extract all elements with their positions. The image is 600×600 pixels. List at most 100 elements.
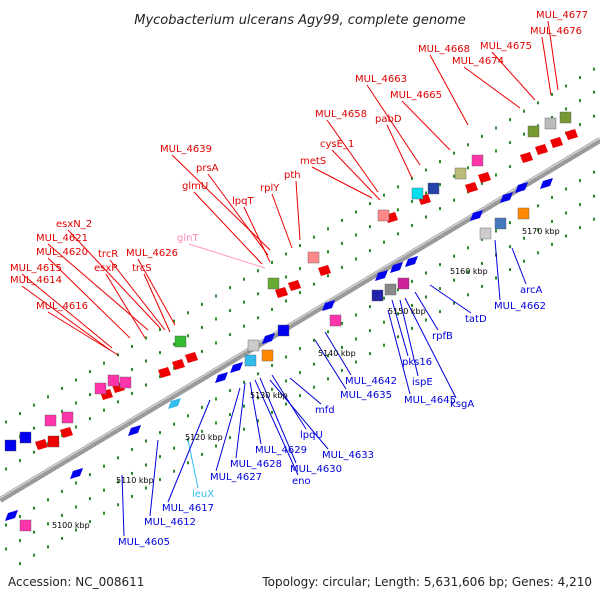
feature-arrow-reverse[interactable] bbox=[500, 192, 513, 203]
gene-label[interactable]: tatD bbox=[465, 314, 487, 325]
feature-box[interactable] bbox=[277, 324, 290, 337]
feature-arrow-reverse[interactable] bbox=[5, 510, 18, 521]
feature-arrow-forward[interactable] bbox=[35, 439, 48, 450]
feature-arrow-forward[interactable] bbox=[288, 280, 301, 291]
feature-arrow-forward[interactable] bbox=[465, 182, 478, 193]
feature-box[interactable] bbox=[377, 209, 390, 222]
feature-arrow-forward[interactable] bbox=[318, 265, 331, 276]
feature-box[interactable] bbox=[307, 251, 320, 264]
feature-box[interactable] bbox=[397, 277, 410, 290]
feature-box[interactable] bbox=[107, 374, 120, 387]
gene-label[interactable]: MUL_4635 bbox=[340, 390, 392, 401]
feature-box[interactable] bbox=[261, 349, 274, 362]
gene-label[interactable]: rplY bbox=[260, 183, 280, 194]
feature-box[interactable] bbox=[494, 217, 507, 230]
feature-box[interactable] bbox=[174, 335, 187, 348]
gene-label[interactable]: MUL_4620 bbox=[36, 247, 88, 258]
gene-label[interactable]: MUL_4630 bbox=[290, 464, 342, 475]
feature-box[interactable] bbox=[527, 125, 540, 138]
feature-box[interactable] bbox=[371, 289, 384, 302]
feature-arrow-forward[interactable] bbox=[275, 287, 288, 298]
gene-label[interactable]: MUL_4662 bbox=[494, 301, 546, 312]
gene-label[interactable]: MUL_4612 bbox=[144, 517, 196, 528]
gene-label[interactable]: MUL_4674 bbox=[452, 56, 504, 67]
feature-box[interactable] bbox=[47, 435, 60, 448]
feature-arrow-forward[interactable] bbox=[172, 359, 185, 370]
gene-label[interactable]: metS bbox=[300, 156, 326, 167]
feature-arrow-reverse[interactable] bbox=[215, 372, 228, 383]
gene-label[interactable]: MUL_4617 bbox=[162, 503, 214, 514]
gene-label[interactable]: MUL_4605 bbox=[118, 537, 170, 548]
feature-box[interactable] bbox=[517, 207, 530, 220]
gene-label[interactable]: pks16 bbox=[402, 357, 432, 368]
gene-label[interactable]: pth bbox=[284, 170, 301, 181]
gene-label[interactable]: MUL_4628 bbox=[230, 459, 282, 470]
gene-label[interactable]: MUL_4629 bbox=[255, 445, 307, 456]
feature-box[interactable] bbox=[244, 354, 257, 367]
feature-box[interactable] bbox=[19, 519, 32, 532]
feature-arrow-reverse[interactable] bbox=[128, 425, 141, 436]
feature-arrow-forward[interactable] bbox=[520, 152, 533, 163]
feature-arrow-reverse[interactable] bbox=[168, 398, 181, 409]
feature-arrow-forward[interactable] bbox=[60, 427, 73, 438]
feature-arrow-reverse[interactable] bbox=[405, 256, 418, 267]
feature-box[interactable] bbox=[61, 411, 74, 424]
feature-box[interactable] bbox=[329, 314, 342, 327]
gene-label[interactable]: esxN_2 bbox=[56, 219, 92, 230]
gene-label[interactable]: MUL_4616 bbox=[36, 301, 88, 312]
gene-label[interactable]: glnT bbox=[177, 233, 199, 244]
gene-label[interactable]: MUL_4621 bbox=[36, 233, 88, 244]
feature-box[interactable] bbox=[19, 431, 32, 444]
feature-arrow-forward[interactable] bbox=[158, 367, 171, 378]
gene-label[interactable]: MUL_4665 bbox=[390, 90, 442, 101]
feature-box[interactable] bbox=[427, 182, 440, 195]
gene-label[interactable]: lpqT bbox=[232, 196, 254, 207]
feature-arrow-reverse[interactable] bbox=[230, 362, 243, 373]
gene-label[interactable]: glmU bbox=[182, 181, 208, 192]
gene-label[interactable]: MUL_4614 bbox=[10, 275, 62, 286]
gene-label[interactable]: ispE bbox=[412, 377, 433, 388]
gene-label[interactable]: esxP bbox=[94, 263, 117, 274]
feature-arrow-reverse[interactable] bbox=[540, 178, 553, 189]
feature-arrow-forward[interactable] bbox=[565, 129, 578, 140]
gene-label[interactable]: MUL_4676 bbox=[530, 26, 582, 37]
gene-label[interactable]: MUL_4645 bbox=[404, 395, 456, 406]
feature-box[interactable] bbox=[4, 439, 17, 452]
gene-label[interactable]: MUL_4668 bbox=[418, 44, 470, 55]
gene-label[interactable]: MUL_4626 bbox=[126, 248, 178, 259]
feature-box[interactable] bbox=[247, 339, 260, 352]
gene-label[interactable]: pabD bbox=[375, 114, 402, 125]
feature-box[interactable] bbox=[559, 111, 572, 124]
gene-label[interactable]: MUL_4675 bbox=[480, 41, 532, 52]
feature-box[interactable] bbox=[411, 187, 424, 200]
gene-label[interactable]: leuX bbox=[192, 489, 214, 500]
gene-label[interactable]: MUL_4633 bbox=[322, 450, 374, 461]
feature-box[interactable] bbox=[544, 117, 557, 130]
gene-label[interactable]: rpfB bbox=[432, 331, 453, 342]
feature-box[interactable] bbox=[94, 382, 107, 395]
gene-label[interactable]: lpqU bbox=[300, 430, 323, 441]
feature-arrow-forward[interactable] bbox=[535, 144, 548, 155]
feature-box[interactable] bbox=[44, 414, 57, 427]
feature-arrow-reverse[interactable] bbox=[375, 270, 388, 281]
gene-label[interactable]: MUL_4658 bbox=[315, 109, 367, 120]
feature-arrow-forward[interactable] bbox=[550, 137, 563, 148]
gene-label[interactable]: cysE_1 bbox=[320, 139, 354, 150]
gene-label[interactable]: MUL_4663 bbox=[355, 74, 407, 85]
feature-arrow-reverse[interactable] bbox=[390, 262, 403, 273]
gene-label[interactable]: MUL_4677 bbox=[536, 10, 588, 21]
gene-label[interactable]: prsA bbox=[196, 163, 219, 174]
feature-arrow-reverse[interactable] bbox=[470, 210, 483, 221]
feature-box[interactable] bbox=[384, 283, 397, 296]
gene-label[interactable]: MUL_4639 bbox=[160, 144, 212, 155]
gene-label[interactable]: arcA bbox=[520, 285, 543, 296]
feature-box[interactable] bbox=[119, 376, 132, 389]
gene-label[interactable]: trcS bbox=[132, 263, 152, 274]
gene-label[interactable]: MUL_4627 bbox=[210, 472, 262, 483]
gene-label[interactable]: trcR bbox=[98, 249, 118, 260]
feature-box[interactable] bbox=[471, 154, 484, 167]
feature-arrow-reverse[interactable] bbox=[262, 333, 275, 344]
feature-arrow-reverse[interactable] bbox=[322, 300, 335, 311]
feature-arrow-forward[interactable] bbox=[478, 172, 491, 183]
feature-arrow-forward[interactable] bbox=[185, 352, 198, 363]
